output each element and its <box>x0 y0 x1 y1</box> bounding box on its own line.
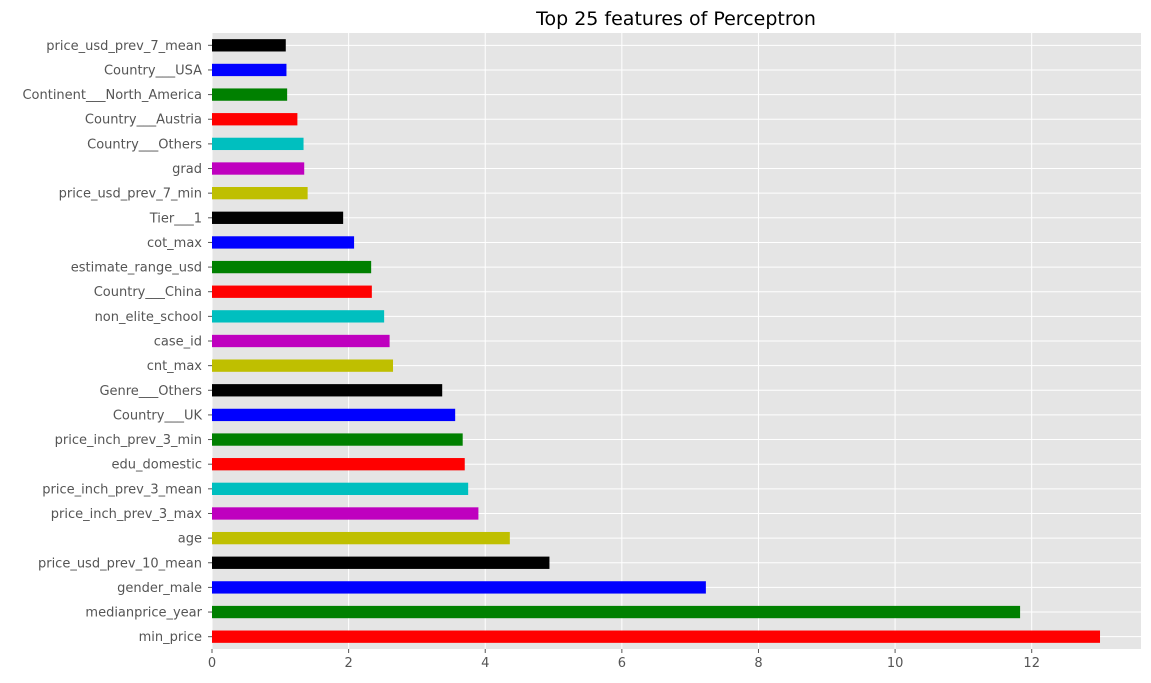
y-tick-label: price_inch_prev_3_max <box>51 507 202 522</box>
y-tick-label: min_price <box>139 630 202 645</box>
y-tick-label: Tier___1 <box>149 211 202 226</box>
bar <box>212 334 390 348</box>
y-tick-label: price_inch_prev_3_min <box>55 433 202 448</box>
x-tick-label: 0 <box>208 656 216 671</box>
bar <box>212 581 706 594</box>
x-tick-label: 6 <box>618 656 626 671</box>
y-tick-label: Country___China <box>94 285 202 300</box>
x-tick-label: 8 <box>754 656 762 671</box>
bar <box>212 39 286 52</box>
y-tick-label: non_elite_school <box>95 310 202 325</box>
y-tick-label: medianprice_year <box>85 606 202 621</box>
y-tick-label: price_usd_prev_7_min <box>59 187 202 202</box>
x-tick-label: 12 <box>1023 656 1040 671</box>
bar <box>212 482 469 495</box>
y-tick-label: Continent___North_America <box>22 88 202 103</box>
bar <box>212 384 443 397</box>
bar <box>212 310 385 323</box>
bar <box>212 605 1021 619</box>
bar <box>212 113 298 126</box>
y-tick-label: price_usd_prev_7_mean <box>46 39 202 54</box>
y-tick-label: cnt_max <box>147 359 203 374</box>
bar <box>212 556 550 569</box>
bar <box>212 531 510 545</box>
y-tick-label: grad <box>172 162 202 177</box>
y-tick-label: gender_male <box>117 581 202 596</box>
bar <box>212 458 465 471</box>
y-tick-label: Country___Austria <box>85 113 202 128</box>
bar <box>212 630 1101 643</box>
y-tick-label: price_usd_prev_10_mean <box>38 556 202 571</box>
bar <box>212 433 463 446</box>
bar <box>212 211 344 224</box>
y-tick-label: Country___Others <box>87 137 202 152</box>
y-tick-label: Country___USA <box>104 63 202 78</box>
x-axis: 0 2 4 6 8 10 12 <box>208 649 1040 671</box>
bar <box>212 359 394 372</box>
x-tick-label: 2 <box>344 656 352 671</box>
bar <box>212 63 287 77</box>
bar <box>212 408 456 422</box>
bar <box>212 507 479 520</box>
x-tick-label: 4 <box>481 656 489 671</box>
bar <box>212 88 288 101</box>
y-tick-label: edu_domestic <box>112 458 203 473</box>
x-tick-label: 10 <box>887 656 904 671</box>
bar <box>212 260 372 274</box>
y-tick-label: estimate_range_usd <box>71 261 202 276</box>
bar <box>212 137 304 151</box>
y-tick-label: cot_max <box>147 236 202 251</box>
y-tick-label: age <box>178 532 202 547</box>
bar <box>212 285 372 298</box>
bar <box>212 187 308 200</box>
bars <box>212 39 1101 643</box>
y-tick-label: Genre___Others <box>99 384 202 399</box>
y-tick-label: Country___UK <box>113 408 203 423</box>
chart-title: Top 25 features of Perceptron <box>535 8 816 30</box>
bar <box>212 236 355 249</box>
y-axis: min_price medianprice_year gender_male pric… <box>22 39 212 645</box>
y-tick-label: price_inch_prev_3_mean <box>42 482 202 497</box>
y-tick-label: case_id <box>154 335 202 350</box>
bar <box>212 162 305 175</box>
